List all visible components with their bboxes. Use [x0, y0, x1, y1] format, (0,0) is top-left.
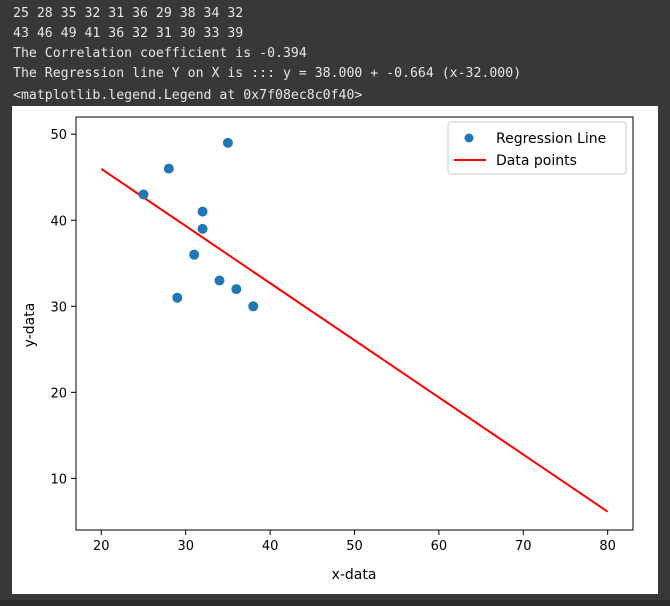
- scatter-point: [138, 189, 149, 200]
- x-tick-label: 60: [431, 539, 448, 554]
- x-tick-label: 70: [515, 539, 532, 554]
- scatter-point: [248, 301, 259, 312]
- scatter-chart: 20 30 40 50 60 70 80 10 20 30 40 50 x-data y-data R…: [22, 116, 634, 583]
- legend-repr-line: <matplotlib.legend.Legend at 0x7f08ec8c0…: [13, 88, 363, 103]
- bottom-scrollbar: [0, 600, 670, 606]
- scatter-point: [189, 249, 200, 260]
- y-tick-label: 50: [50, 128, 67, 143]
- x-tick-label: 40: [262, 539, 279, 554]
- legend-marker-scatter: [464, 133, 474, 143]
- legend: Regression Line Data points: [447, 121, 627, 175]
- y-axis-label: y-data: [22, 303, 38, 348]
- y-tick-label: 10: [50, 472, 67, 487]
- x-tick-label: 80: [599, 539, 616, 554]
- x-axis-label: x-data: [332, 567, 377, 583]
- x-tick-label: 50: [346, 539, 363, 554]
- x-values-line: 25 28 35 32 31 36 29 38 34 32: [13, 6, 244, 21]
- matplotlib-figure: 20 30 40 50 60 70 80 10 20 30 40 50 x-data y-data R…: [12, 106, 658, 594]
- legend-label-data-points: Data points: [496, 153, 577, 169]
- scatter-point: [214, 275, 225, 286]
- scatter-point: [197, 206, 208, 217]
- y-values-line: 43 46 49 41 36 32 31 30 33 39: [13, 26, 244, 41]
- plot-frame: [75, 116, 634, 531]
- y-tick-label: 30: [50, 300, 67, 315]
- regression-line: [100, 168, 609, 513]
- legend-box: [447, 121, 627, 175]
- legend-label-regression-line: Regression Line: [496, 131, 606, 147]
- correlation-line: The Correlation coefficient is -0.394: [13, 46, 307, 61]
- y-tick-label: 20: [50, 386, 67, 401]
- x-tick-label: 20: [93, 539, 110, 554]
- scatter-point: [222, 137, 233, 148]
- y-tick-label: 40: [50, 214, 67, 229]
- scatter-point: [231, 284, 242, 295]
- scatter-point: [197, 223, 208, 234]
- scatter-point: [163, 163, 174, 174]
- x-tick-label: 30: [177, 539, 194, 554]
- scatter-point: [172, 292, 183, 303]
- regression-equation-line: The Regression line Y on X is ::: y = 38…: [13, 66, 522, 81]
